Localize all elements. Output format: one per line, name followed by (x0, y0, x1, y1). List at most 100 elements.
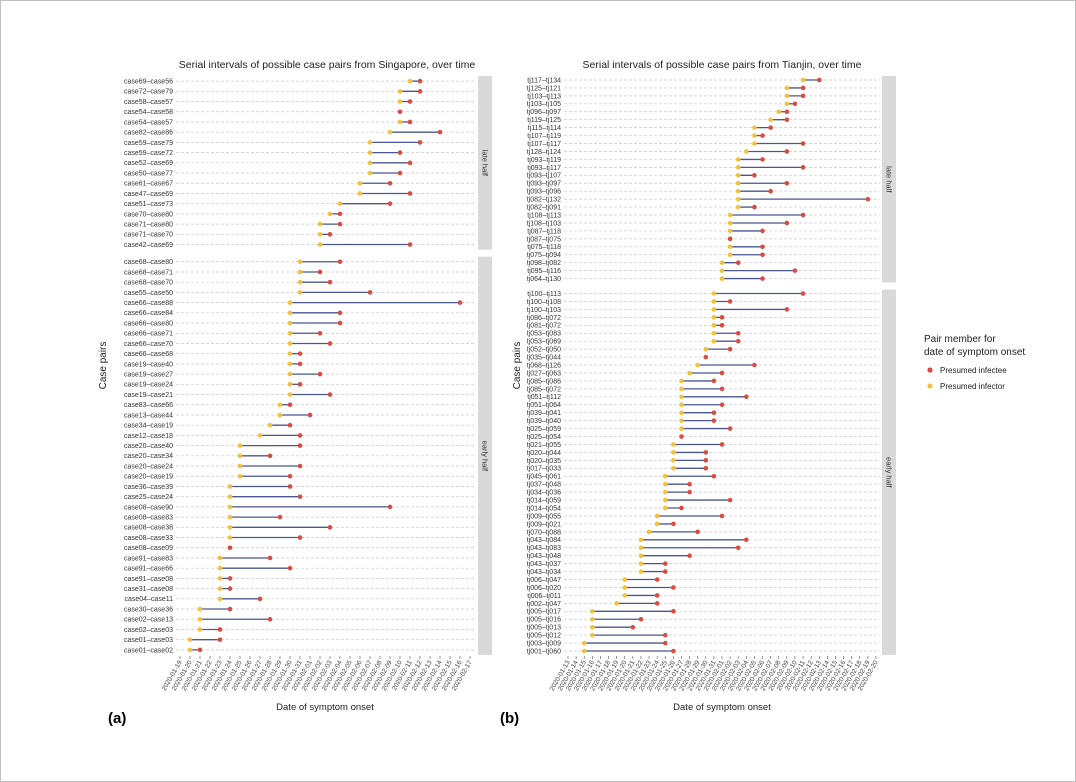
pair-label: case51–case73 (124, 201, 173, 208)
infectee-point (687, 489, 692, 495)
legend-infector-marker (927, 383, 933, 389)
infectee-point (719, 402, 725, 408)
pair-label: tj068–tj126 (527, 362, 561, 369)
infector-point (397, 119, 403, 125)
infector-point (387, 129, 393, 135)
infector-point (662, 497, 668, 503)
pair-label: tj100–tj113 (527, 291, 561, 298)
infectee-point (337, 221, 343, 227)
infectee-point (287, 473, 293, 479)
infectee-point (800, 141, 806, 146)
infector-point (407, 78, 413, 84)
infectee-point (792, 101, 798, 107)
pair-label: tj093–tj107 (527, 173, 561, 180)
infectee-point (768, 125, 773, 130)
infectee-point (719, 513, 725, 519)
pair-label: tj103–tj105 (527, 101, 561, 108)
pair-label: tj095–tj116 (527, 268, 561, 275)
pair-label: case68–case71 (124, 269, 173, 276)
infectee-point (317, 371, 323, 377)
infectee-point (752, 362, 757, 368)
pair-label: tj100–tj103 (527, 307, 561, 314)
pair-label: tj103–tj113 (527, 93, 561, 100)
infectee-point (662, 561, 668, 566)
infectee-point (727, 497, 733, 503)
pair-label: case83–case66 (124, 402, 173, 409)
infector-point (237, 443, 243, 448)
pair-label: case20–case40 (124, 443, 173, 450)
infectee-point (397, 150, 403, 155)
infector-point (277, 412, 283, 418)
infectee-point (735, 330, 741, 336)
infector-point (227, 494, 233, 499)
pair-label: case19–case40 (124, 361, 173, 368)
infectee-point (752, 173, 757, 178)
pair-label: case25–case24 (124, 494, 173, 501)
infectee-point (227, 606, 233, 612)
infectee-point (719, 315, 725, 320)
infectee-point (671, 521, 676, 527)
pair-label: tj035–tj044 (527, 354, 561, 361)
infectee-point (437, 129, 443, 135)
infectee-point (671, 609, 676, 614)
infector-point (287, 330, 293, 336)
infectee-point (407, 242, 413, 247)
infector-point (287, 320, 293, 326)
infectee-point (800, 165, 806, 170)
infectee-point (297, 494, 303, 499)
infectee-point (735, 545, 741, 551)
pair-label: tj093–tj117 (527, 165, 561, 172)
infector-point (217, 555, 223, 561)
pair-label: tj045–tj061 (527, 474, 561, 481)
infectee-point (695, 529, 700, 535)
pair-label: tj051–tj064 (527, 402, 561, 409)
infectee-point (735, 260, 741, 265)
infector-point (679, 426, 684, 431)
infector-point (711, 291, 717, 296)
pair-label: case31–case08 (124, 586, 173, 593)
infectee-point (744, 394, 749, 400)
infectee-point (387, 180, 393, 186)
infector-point (703, 346, 709, 352)
infectee-point (327, 232, 333, 237)
infector-point (719, 276, 725, 281)
infectee-point (277, 514, 283, 520)
infectee-point (760, 133, 765, 138)
pair-label: case54–case58 (124, 109, 173, 116)
infectee-point (287, 422, 293, 428)
infectee-point (679, 505, 684, 511)
infector-point (367, 140, 373, 145)
infector-point (744, 149, 749, 154)
infectee-point (297, 351, 303, 356)
infector-point (776, 109, 782, 115)
infectee-point (711, 410, 717, 415)
infectee-point (297, 361, 303, 367)
pair-label: tj117–tj134 (527, 77, 561, 84)
infectee-point (337, 211, 343, 217)
infector-point (638, 537, 644, 543)
pair-label: tj064–tj130 (527, 276, 561, 283)
infectee-point (457, 300, 463, 305)
infector-point (337, 201, 343, 206)
pair-label: tj005–tj016 (527, 617, 561, 624)
infector-point (638, 569, 644, 574)
pair-label: case20–case19 (124, 474, 173, 481)
infector-point (768, 117, 773, 122)
infector-point (217, 576, 223, 581)
infector-point (227, 514, 233, 520)
pair-label: case68–case70 (124, 280, 173, 287)
infectee-point (217, 637, 223, 642)
infector-point (711, 338, 717, 344)
pair-label: tj006–tj011 (527, 593, 561, 600)
facet-strip-label: early half (481, 441, 490, 472)
pair-label: tj100–tj108 (527, 299, 561, 306)
pair-label: tj081–tj072 (527, 323, 561, 330)
pair-label: tj014–tj059 (527, 497, 561, 504)
infector-point (590, 616, 595, 622)
singapore-chart: Serial intervals of possible case pairs … (98, 59, 492, 713)
infectee-point (671, 585, 676, 590)
infector-point (237, 453, 243, 459)
pair-label: case66–case70 (124, 341, 173, 348)
facet-strip (478, 256, 492, 655)
